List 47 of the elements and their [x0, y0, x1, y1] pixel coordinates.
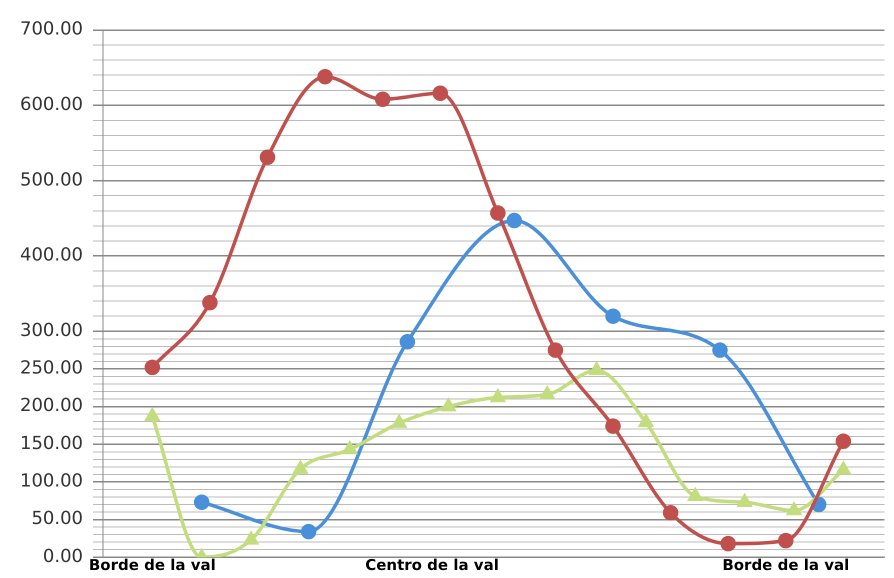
- point: [244, 532, 258, 545]
- point: [260, 150, 276, 166]
- y-tick-label: 0.00: [42, 546, 83, 567]
- point: [688, 488, 702, 501]
- point: [540, 386, 554, 400]
- point: [144, 360, 160, 376]
- point: [374, 92, 390, 108]
- point: [342, 442, 357, 454]
- point: [662, 505, 678, 521]
- y-tick-label: 200.00: [20, 395, 83, 416]
- y-tick-label: 150.00: [20, 432, 83, 454]
- y-tick-label: 500.00: [20, 169, 83, 190]
- y-tick-label: 400.00: [20, 244, 83, 266]
- point: [778, 532, 794, 548]
- y-tick-label: 600.00: [20, 94, 83, 115]
- point: [490, 390, 505, 402]
- x-tick-label: Borde de la val: [722, 556, 850, 574]
- point: [738, 494, 752, 507]
- point: [317, 68, 333, 84]
- point: [300, 524, 316, 540]
- point: [712, 342, 728, 358]
- y-tick-label: 250.00: [20, 358, 83, 379]
- point: [836, 433, 852, 449]
- point: [787, 502, 801, 516]
- y-tick-label: 300.00: [20, 320, 83, 341]
- point: [605, 418, 621, 434]
- y-tick-label: 100.00: [20, 470, 83, 492]
- point: [400, 334, 416, 350]
- point: [638, 414, 653, 428]
- point: [720, 536, 736, 552]
- point: [392, 415, 406, 428]
- point: [590, 362, 604, 376]
- point: [605, 308, 621, 324]
- point: [293, 461, 308, 474]
- point: [145, 408, 160, 422]
- y-tick-label: 50.00: [31, 508, 83, 530]
- point: [506, 212, 522, 228]
- point: [836, 462, 850, 475]
- point: [202, 294, 218, 310]
- point: [548, 342, 564, 358]
- x-tick-label: Centro de la val: [365, 556, 499, 574]
- x-tick-label: Borde de la val: [88, 556, 216, 574]
- point: [442, 398, 456, 412]
- point: [432, 86, 448, 102]
- y-tick-label: 700.00: [20, 18, 83, 40]
- point: [490, 205, 506, 221]
- point: [194, 494, 210, 510]
